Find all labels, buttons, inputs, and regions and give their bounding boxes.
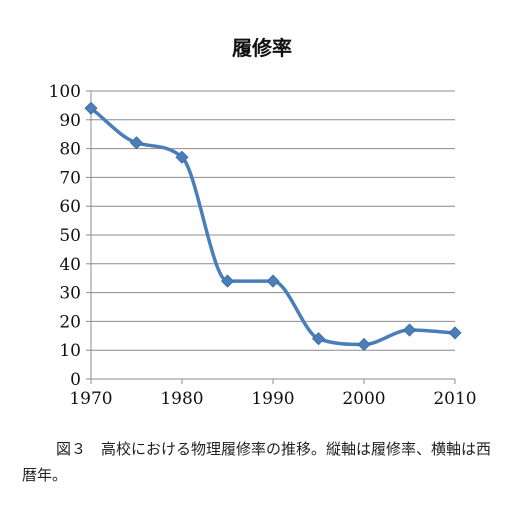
data-point-2005 <box>402 323 417 337</box>
y-tick-label: 50 <box>59 226 81 246</box>
data-point-1975 <box>129 136 144 150</box>
gridlines <box>91 90 455 351</box>
data-point-1980 <box>175 150 189 164</box>
y-tick-label: 70 <box>59 168 81 188</box>
data-point-1985 <box>220 274 235 288</box>
y-tick-label: 80 <box>59 140 81 160</box>
series-line <box>89 106 457 347</box>
axes <box>86 90 456 384</box>
data-point-1970 <box>84 101 98 115</box>
y-tick-label: 40 <box>59 255 81 275</box>
x-tick-label: 2010 <box>433 389 476 409</box>
y-tick-label: 90 <box>59 111 81 131</box>
y-tick-label: 100 <box>49 82 81 102</box>
y-tick-label: 60 <box>59 197 81 217</box>
figure-caption: 図３ 高校における物理履修率の推移。縦軸は履修率、横軸は西暦年。 <box>22 440 492 484</box>
x-axis-tick-labels: 1970 1980 1990 2000 2010 <box>69 389 476 409</box>
y-tick-label: 0 <box>70 370 81 390</box>
x-tick-label: 1990 <box>251 389 294 409</box>
y-tick-label: 20 <box>59 312 81 332</box>
y-tick-label: 30 <box>59 284 81 304</box>
chart-title: 履修率 <box>232 36 292 60</box>
data-point-2010 <box>448 326 462 340</box>
y-axis-tick-labels: 0 10 20 30 40 50 60 70 80 90 100 <box>49 82 81 390</box>
data-point-1990 <box>266 274 280 288</box>
line-chart: 履修率 0 10 20 30 40 50 60 70 80 90 100 1970 1980 1990 2… <box>49 36 477 409</box>
x-tick-label: 1980 <box>160 389 203 409</box>
series-layer <box>84 101 462 352</box>
chart-container: 履修率 0 10 20 30 40 50 60 70 80 90 100 1970 1980 1990 2… <box>49 36 477 409</box>
x-tick-label: 2000 <box>342 389 385 409</box>
y-tick-label: 10 <box>59 341 81 361</box>
data-point-1995 <box>311 332 326 346</box>
x-tick-label: 1970 <box>69 389 112 409</box>
data-point-2000 <box>357 337 371 352</box>
